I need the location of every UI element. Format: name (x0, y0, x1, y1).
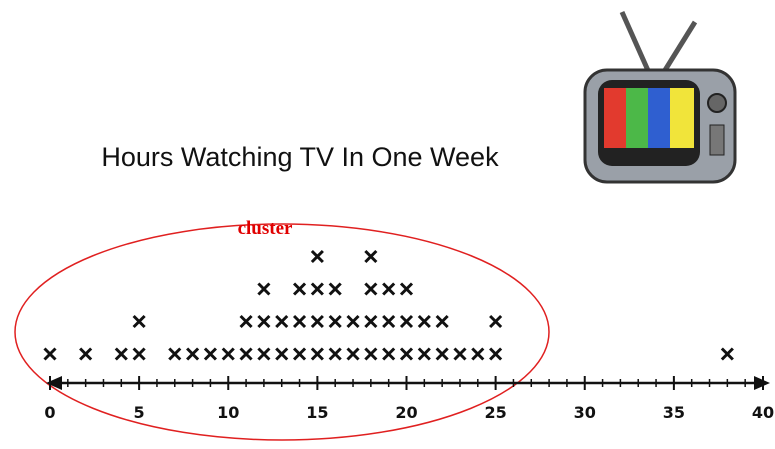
dot-stack (365, 251, 376, 360)
x-tick-label: 15 (306, 403, 328, 422)
dot-stack (134, 316, 145, 360)
x-axis (46, 376, 770, 390)
x-marks (383, 284, 394, 360)
dot-stack (330, 284, 341, 360)
x-marks (454, 349, 465, 360)
x-marks (348, 316, 359, 360)
dot-stack (187, 349, 198, 360)
x-marks (241, 316, 252, 360)
x-marks (223, 349, 234, 360)
x-marks (187, 349, 198, 360)
x-tick-label: 0 (44, 403, 55, 422)
x-tick-label: 25 (484, 403, 506, 422)
x-marks (258, 284, 269, 360)
x-marks (401, 284, 412, 360)
x-marks (294, 284, 305, 360)
tv-icon (585, 12, 735, 182)
x-tick-label: 10 (217, 403, 239, 422)
dot-stack (223, 349, 234, 360)
x-marks (490, 316, 501, 360)
dot-stack (258, 284, 269, 360)
x-tick-label: 35 (663, 403, 685, 422)
dot-stack (722, 349, 733, 360)
annotation: cluster (238, 218, 293, 239)
x-tick-label: 20 (395, 403, 417, 422)
x-marks (276, 316, 287, 360)
dot-stack (294, 284, 305, 360)
x-marks (134, 316, 145, 360)
chart-title: Hours Watching TV In One Week (101, 142, 499, 172)
dot-stack (80, 349, 91, 360)
dot-stack (454, 349, 465, 360)
chart: Hours Watching TV In One Week cluster 0 5… (0, 0, 775, 449)
dot-stack (169, 349, 180, 360)
dot-stack (419, 316, 430, 360)
dot-stack (348, 316, 359, 360)
x-marks (312, 251, 323, 360)
dot-stack (383, 284, 394, 360)
x-marks (45, 349, 56, 360)
x-marks (169, 349, 180, 360)
dot-stack (490, 316, 501, 360)
dot-stack (472, 349, 483, 360)
dot-stack (241, 316, 252, 360)
dot-stack (205, 349, 216, 360)
x-marks (205, 349, 216, 360)
dot-stack (45, 349, 56, 360)
x-tick-label: 5 (134, 403, 145, 422)
x-marks (330, 284, 341, 360)
x-marks (365, 251, 376, 360)
dot-stack (312, 251, 323, 360)
x-tick-label: 30 (574, 403, 596, 422)
dot-stack (116, 349, 127, 360)
cluster-ellipse (15, 224, 549, 440)
dot-stack (401, 284, 412, 360)
x-marks (116, 349, 127, 360)
x-marks (80, 349, 91, 360)
x-marks (472, 349, 483, 360)
dot-stack (437, 316, 448, 360)
x-tick-label: 40 (752, 403, 774, 422)
dot-stack (276, 316, 287, 360)
x-marks (419, 316, 430, 360)
x-marks (722, 349, 733, 360)
x-marks (437, 316, 448, 360)
